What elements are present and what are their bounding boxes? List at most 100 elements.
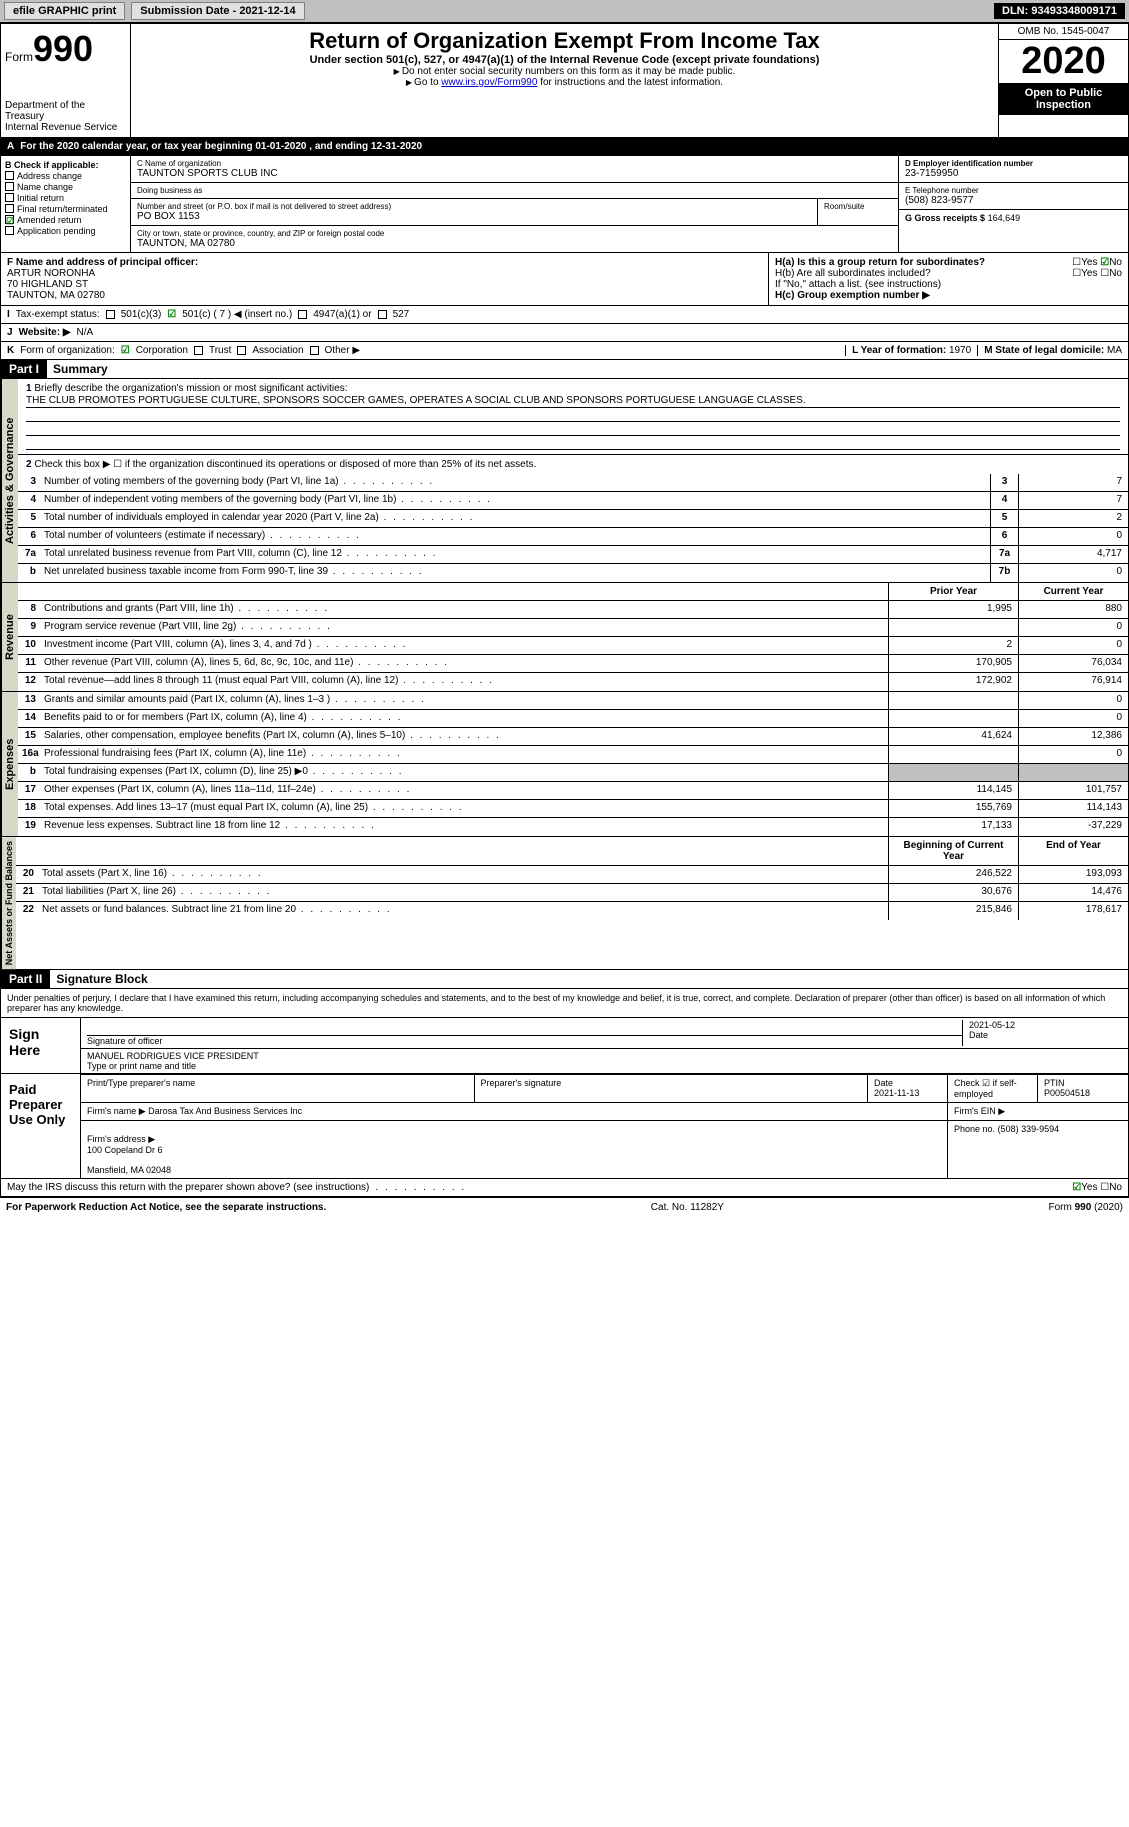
top-toolbar: efile GRAPHIC print Submission Date - 20…	[0, 0, 1129, 23]
prep-sig-label: Preparer's signature	[475, 1075, 869, 1102]
cb-initial-return[interactable]: Initial return	[17, 193, 64, 203]
part-1-header: Part I Summary	[0, 360, 1129, 379]
governance-vert-label: Activities & Governance	[1, 379, 18, 582]
website-row: J Website: ▶ N/A	[0, 324, 1129, 342]
dln-label: DLN: 93493348009171	[994, 3, 1125, 19]
cb-name-change[interactable]: Name change	[17, 182, 73, 192]
tel-label: E Telephone number	[905, 186, 1122, 195]
dba-label: Doing business as	[137, 186, 892, 195]
irs-discuss-row: May the IRS discuss this return with the…	[1, 1178, 1128, 1196]
omb-number: OMB No. 1545-0047	[999, 24, 1128, 40]
part-2-header: Part II Signature Block	[0, 970, 1129, 989]
form-note-ssn: Do not enter social security numbers on …	[135, 66, 994, 77]
line-b: bTotal fundraising expenses (Part IX, co…	[18, 764, 1128, 782]
footer-paperwork: For Paperwork Reduction Act Notice, see …	[6, 1202, 326, 1213]
ein-value: 23-7159950	[905, 168, 1122, 179]
line-17: 17Other expenses (Part IX, column (A), l…	[18, 782, 1128, 800]
gov-line-5: 5Total number of individuals employed in…	[18, 510, 1128, 528]
ein-label: D Employer identification number	[905, 159, 1122, 168]
prep-date: 2021-11-13	[874, 1088, 941, 1098]
revenue-block: Revenue Prior Year Current Year 8Contrib…	[0, 583, 1129, 692]
footer-form: Form 990 (2020)	[1049, 1202, 1123, 1213]
line-16a: 16aProfessional fundraising fees (Part I…	[18, 746, 1128, 764]
org-name-label: C Name of organization	[137, 159, 892, 168]
prep-self-employed: Check ☑ if self-employed	[948, 1075, 1038, 1102]
org-name: TAUNTON SPORTS CLUB INC	[137, 168, 892, 179]
footer-catno: Cat. No. 11282Y	[651, 1202, 724, 1213]
page-footer: For Paperwork Reduction Act Notice, see …	[0, 1197, 1129, 1217]
prep-print-label: Print/Type preparer's name	[81, 1075, 475, 1102]
revenue-vert-label: Revenue	[1, 583, 18, 691]
hb-subordinates: H(b) Are all subordinates included? ☐Yes…	[775, 268, 1122, 279]
form-number: Form990	[5, 28, 126, 70]
line-21: 21Total liabilities (Part X, line 26)30,…	[16, 884, 1128, 902]
ha-group-return: H(a) Is this a group return for subordin…	[775, 257, 1122, 268]
gov-line-3: 3Number of voting members of the governi…	[18, 474, 1128, 492]
gross-value: 164,649	[988, 213, 1021, 223]
tax-exempt-status-row: I Tax-exempt status: 501(c)(3) ☑501(c) (…	[0, 306, 1129, 324]
section-a-period: AFor the 2020 calendar year, or tax year…	[0, 138, 1129, 156]
netassets-vert-label: Net Assets or Fund Balances	[1, 837, 16, 969]
expenses-block: Expenses 13Grants and similar amounts pa…	[0, 692, 1129, 837]
sign-here-label: Sign Here	[1, 1018, 81, 1073]
form-note-link: Go to www.irs.gov/Form990 for instructio…	[135, 77, 994, 88]
cb-address-change[interactable]: Address change	[17, 171, 82, 181]
firm-name: Darosa Tax And Business Services Inc	[148, 1106, 302, 1116]
city-label: City or town, state or province, country…	[137, 229, 892, 238]
public-inspection-label: Open to Public Inspection	[999, 83, 1128, 115]
tax-year: 2020	[999, 40, 1128, 83]
submission-date-button[interactable]: Submission Date - 2021-12-14	[131, 2, 304, 20]
form-subtitle: Under section 501(c), 527, or 4947(a)(1)…	[135, 54, 994, 66]
city-value: TAUNTON, MA 02780	[137, 238, 892, 249]
governance-block: Activities & Governance 1 Briefly descri…	[0, 379, 1129, 583]
tel-value: (508) 823-9577	[905, 195, 1122, 206]
line-20: 20Total assets (Part X, line 16)246,5221…	[16, 866, 1128, 884]
principal-officer: F Name and address of principal officer:…	[1, 253, 768, 305]
cb-final-return[interactable]: Final return/terminated	[17, 204, 108, 214]
sign-date-label: Date	[969, 1030, 1122, 1040]
street-value: PO BOX 1153	[137, 211, 811, 222]
line-9: 9Program service revenue (Part VIII, lin…	[18, 619, 1128, 637]
prep-ptin: P00504518	[1044, 1088, 1122, 1098]
line-18: 18Total expenses. Add lines 13–17 (must …	[18, 800, 1128, 818]
signature-label: Signature of officer	[87, 1036, 962, 1046]
gov-line-4: 4Number of independent voting members of…	[18, 492, 1128, 510]
form-of-org-row: K Form of organization: ☑Corporation Tru…	[0, 342, 1129, 360]
line-13: 13Grants and similar amounts paid (Part …	[18, 692, 1128, 710]
hb-note: If "No," attach a list. (see instruction…	[775, 279, 1122, 290]
line-12: 12Total revenue—add lines 8 through 11 (…	[18, 673, 1128, 691]
cb-application-pending[interactable]: Application pending	[17, 226, 96, 236]
firm-ein-label: Firm's EIN ▶	[948, 1103, 1128, 1120]
line-10: 10Investment income (Part VIII, column (…	[18, 637, 1128, 655]
penalty-statement: Under penalties of perjury, I declare th…	[1, 989, 1128, 1017]
sign-date: 2021-05-12	[969, 1020, 1122, 1030]
col-b-checkboxes: B Check if applicable: Address change Na…	[1, 156, 131, 252]
street-label: Number and street (or P.O. box if mail i…	[137, 202, 811, 211]
cb-amended-return[interactable]: Amended return	[17, 215, 82, 225]
line-11: 11Other revenue (Part VIII, column (A), …	[18, 655, 1128, 673]
gov-line-7b: bNet unrelated business taxable income f…	[18, 564, 1128, 582]
firm-address: 100 Copeland Dr 6 Mansfield, MA 02048	[87, 1145, 171, 1175]
line-19: 19Revenue less expenses. Subtract line 1…	[18, 818, 1128, 836]
prior-year-header: Prior Year	[888, 583, 1018, 600]
officer-name: MANUEL RODRIGUES VICE PRESIDENT	[87, 1051, 1122, 1061]
line-22: 22Net assets or fund balances. Subtract …	[16, 902, 1128, 920]
line-15: 15Salaries, other compensation, employee…	[18, 728, 1128, 746]
boy-header: Beginning of Current Year	[888, 837, 1018, 865]
expenses-vert-label: Expenses	[1, 692, 18, 836]
room-label: Room/suite	[824, 202, 892, 211]
line-8: 8Contributions and grants (Part VIII, li…	[18, 601, 1128, 619]
eoy-header: End of Year	[1018, 837, 1128, 865]
current-year-header: Current Year	[1018, 583, 1128, 600]
form-header: Form990 Department of the Treasury Inter…	[0, 23, 1129, 138]
efile-button[interactable]: efile GRAPHIC print	[4, 2, 125, 20]
firm-phone: (508) 339-9594	[998, 1124, 1060, 1134]
gross-label: G Gross receipts $	[905, 213, 985, 223]
line-14: 14Benefits paid to or for members (Part …	[18, 710, 1128, 728]
form-title: Return of Organization Exempt From Incom…	[135, 28, 994, 54]
hc-group-exemption: H(c) Group exemption number ▶	[775, 290, 1122, 301]
department-label: Department of the Treasury Internal Reve…	[5, 70, 126, 133]
irs-link[interactable]: www.irs.gov/Form990	[441, 77, 537, 88]
paid-preparer-label: Paid Preparer Use Only	[1, 1074, 81, 1178]
mission-text: THE CLUB PROMOTES PORTUGUESE CULTURE, SP…	[26, 394, 1120, 408]
